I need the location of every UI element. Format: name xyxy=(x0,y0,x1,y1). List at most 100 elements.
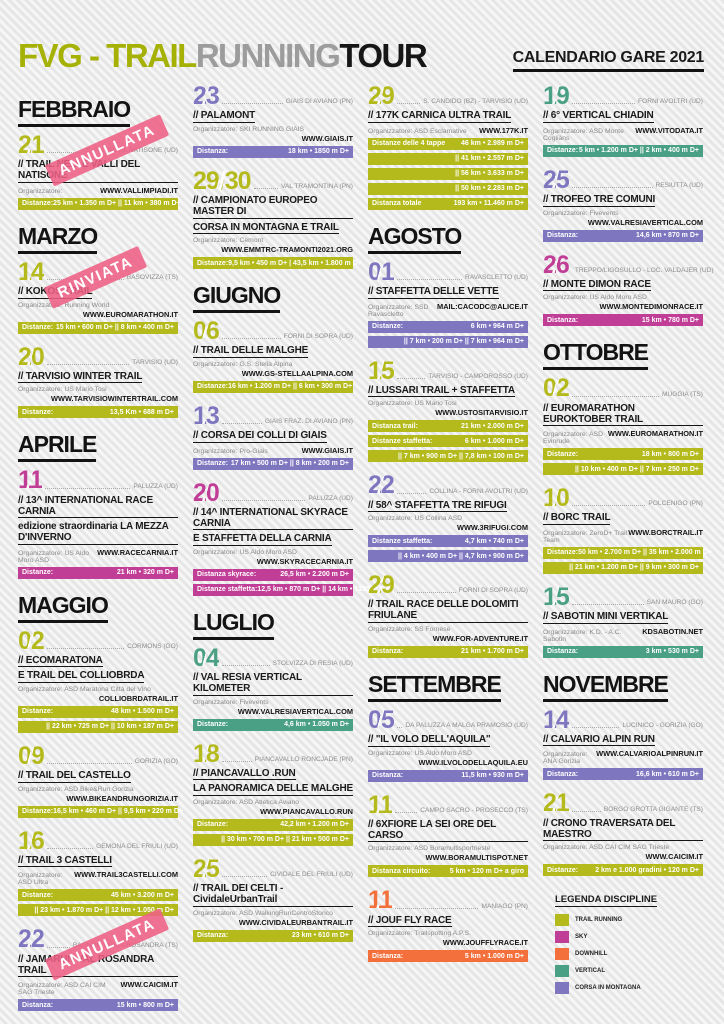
distance-bar: Distanze: 42,2 km • 1.200 m D+ xyxy=(193,818,353,831)
event: 02 CORMONS (GO) // ECOMARATONA E TRAIL DEL … xyxy=(18,628,178,733)
distance-label: Distanza: xyxy=(547,648,579,655)
event-header: 21 BORGO GROTTA GIGANTE (TS) xyxy=(543,791,703,816)
event-title: // TRAIL RACE DELLE DOLOMITI FRIULANE xyxy=(368,599,528,623)
distance-value: || 30 km • 700 m D+ || 21 km • 500 m D+ xyxy=(221,836,349,844)
event-header: 26 TREPPO/LIGOSULLO - LOC. VALDAJER (UD) xyxy=(543,252,714,277)
website: WWW.JOUFFLYRACE.IT xyxy=(442,938,528,947)
event-header: 29 S. CANDIDO (BZ) - TARVISIO (UD) xyxy=(368,83,528,108)
event-date: 25 xyxy=(193,854,220,883)
distance-bar: Distanze staffetta: 6 km • 1.000 m D+ xyxy=(368,435,528,448)
organizer: Organizzatore: US Mario Tosi xyxy=(18,386,107,394)
distance-label: Distanze: xyxy=(197,721,229,728)
distance-bar: || 4 km • 400 m D+ || 4,7 km • 900 m D+ xyxy=(368,550,528,562)
event-header: 01 RAVASCLETTO (UD) xyxy=(368,259,528,284)
distance-bar: || 10 km • 400 m D+ || 7 km • 250 m D+ xyxy=(543,463,703,475)
distance-label: Distanze staffetta: xyxy=(372,437,433,445)
dotted-leader xyxy=(571,395,659,397)
event-header: 11 PALUZZA (UD) xyxy=(18,468,178,493)
distance-value: || 10 km • 400 m D+ || 7 km • 250 m D+ xyxy=(574,465,699,473)
event-location: BASOVIZZA (TS) xyxy=(126,274,178,281)
event-location: MANIAGO (PN) xyxy=(481,902,528,910)
event-location: DA PALUZZA A MALGA PRAMOSIO (UD) xyxy=(405,722,528,729)
distance-bar: Distanza: 11,5 km • 930 m D+ xyxy=(368,769,528,782)
distance-bar: Distanza skyrace: 26,5 km • 2.200 m D+ xyxy=(193,568,353,581)
event: 21S. PIETRO AL NATISONE (UD)// TRAIL NEL… xyxy=(18,114,181,210)
distance-value: || 4 km • 400 m D+ || 4,7 km • 900 m D+ xyxy=(398,552,524,560)
calendar-title: CALENDARIO GARE 2021 xyxy=(512,49,704,72)
event-header: 15 TARVISIO - CAMPOROSSO (UD) xyxy=(368,356,528,385)
event-header: 02 MUGGIA (TS) xyxy=(543,376,703,401)
distance-bar: Distanza: 15 km • 780 m D+ xyxy=(543,314,703,327)
event-date: 11 xyxy=(368,886,393,915)
distance-value: || 7 km • 200 m D+ || 7 km • 964 m D+ xyxy=(403,338,524,345)
organizer-row: Organizzatore: ZeroD+ Trail Team WWW.BORC… xyxy=(543,528,703,544)
dotted-leader xyxy=(571,103,636,105)
event-date: 04 xyxy=(193,643,220,672)
month-header-giugno: GIUGNO xyxy=(193,282,353,313)
logo: FVG - TRAILRUNNINGTOUR xyxy=(18,39,428,72)
event-header: 29 FORNI DI SOPRA (UD) xyxy=(368,572,528,597)
event: 01 RAVASCLETTO (UD) // STAFFETTA DELLE VET… xyxy=(368,259,528,348)
distance-value: 13,5 Km • 688 m D+ xyxy=(109,408,174,416)
event-location: GORIZIA (GO) xyxy=(134,758,178,765)
distance-value: || 21 km • 1.200 m D+ || 9 km • 300 m D+ xyxy=(569,564,699,572)
distance-bar: Distanza circuito: 5 km • 120 m D+ a giro xyxy=(368,865,528,878)
distance-value: 42,2 km • 1.200 m D+ xyxy=(280,821,349,829)
distance-bar: Distanze: 5 km • 1.200 m D+ || 2 km • 400… xyxy=(543,144,703,157)
distance-value: || 56 km • 3.633 m D+ xyxy=(455,170,524,178)
legend-item: SKY xyxy=(555,931,703,943)
website: WWW.CAICIM.IT xyxy=(645,852,703,861)
website: WWW.BORCTRAIL.IT xyxy=(628,527,703,537)
dotted-leader xyxy=(45,487,131,489)
website: WWW.SKYRACECARNIA.IT xyxy=(256,556,353,566)
website: WWW.VITODATA.IT xyxy=(635,125,703,135)
distance-value: 45 km • 3.200 m D+ xyxy=(111,891,174,899)
event-title: // EUROMARATHON EUROKTOBER TRAIL xyxy=(543,403,703,426)
event-location: CIVIDALE DEL FRIULI (UD) xyxy=(270,871,353,878)
organizer-row: Organizzatore: ASD Monte Cogliàns WWW.VIT… xyxy=(543,126,703,142)
distance-value: 3 km • 530 m D+ xyxy=(645,648,699,655)
distance-bar: Distanza totale 193 km • 11.460 m D+ xyxy=(368,197,528,210)
event-title: // CAMPIONATO EUROPEO MASTER DI xyxy=(193,195,353,219)
distance-label: Distanza: xyxy=(547,770,579,778)
event-title: // LUSSARI TRAIL + STAFFETTA xyxy=(368,384,515,398)
distance-label: Distanze: xyxy=(22,708,54,716)
distance-bar: Distanze staffetta: 4,7 km • 740 m D+ xyxy=(368,535,528,547)
event: 23 GIAIS DI AVIANO (PN) // PALAMONT Organiz… xyxy=(193,82,353,158)
dotted-leader xyxy=(46,946,70,948)
distance-value: || 41 km • 2.557 m D+ xyxy=(455,155,524,163)
distance-label: Distanze: xyxy=(547,866,579,874)
distance-bar: Distanza: 5 km • 1.000 m D+ xyxy=(368,950,528,962)
distance-label: Distanze: xyxy=(22,891,54,899)
organizer: Organizzatore: Cemont xyxy=(193,237,264,244)
distance-bar: Distanza: 18 km • 1850 m D+ xyxy=(193,145,353,158)
dotted-leader xyxy=(571,810,601,812)
event-date: 23 xyxy=(193,82,220,110)
distance-label: Distanza totale xyxy=(372,200,422,208)
legend-item: TRAIL RUNNING xyxy=(555,914,703,926)
event-location: GIAIS FRAZ. DI AVIANO (PN) xyxy=(264,418,353,425)
organizer: Organizzatore: Running World xyxy=(18,301,110,309)
event-date: 15 xyxy=(368,356,395,385)
dotted-leader xyxy=(396,592,456,594)
event-header: 05 DA PALUZZA A MALGA PRAMOSIO (UD) xyxy=(368,707,528,732)
legend-label: DOWNHILL xyxy=(575,951,608,957)
distance-value: 18 km • 800 m D+ xyxy=(641,450,699,458)
event-title: // 58^ STAFFETTA TRE RIFUGI xyxy=(368,499,507,512)
column: FEBBRAIO21S. PIETRO AL NATISONE (UD)// T… xyxy=(18,86,183,1024)
month-label: FEBBRAIO xyxy=(18,96,131,127)
distance-value: 5 km • 1.200 m D+ || 2 km • 400 m D+ xyxy=(578,147,699,155)
distance-value: 193 km • 11.460 m D+ xyxy=(453,200,524,208)
event-location: STOLVIZZA DI RESIA (UD) xyxy=(272,660,353,667)
header: FVG - TRAILRUNNINGTOUR CALENDARIO GARE 2… xyxy=(0,0,724,72)
month-label: LUGLIO xyxy=(193,609,275,640)
organizer-row: Organizzatore: SSD Ravascletto MAIL:CACOD… xyxy=(368,302,528,318)
event-header: 11 CAMPO SACRO - PROSECCO (TS) xyxy=(368,792,528,817)
distance-value: 4,6 km • 1.050 m D+ xyxy=(284,721,349,728)
website: WWW.VALRESIAVERTICAL.COM xyxy=(587,217,703,227)
event-date: 18 xyxy=(193,739,220,768)
distance-label: Distanza: xyxy=(197,148,229,156)
event-title: // "IL VOLO DELL'AQUILA" xyxy=(368,734,491,747)
dotted-leader xyxy=(396,492,427,494)
